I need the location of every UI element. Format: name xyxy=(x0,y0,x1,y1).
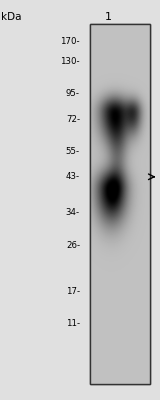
Bar xyxy=(90,24,150,384)
Bar xyxy=(90,24,150,384)
Text: 1: 1 xyxy=(105,12,112,22)
Text: kDa: kDa xyxy=(1,12,21,22)
Text: 43-: 43- xyxy=(66,172,80,181)
Text: 95-: 95- xyxy=(66,90,80,98)
Text: 11-: 11- xyxy=(66,319,80,328)
Text: 34-: 34- xyxy=(66,208,80,217)
Text: 72-: 72- xyxy=(66,116,80,124)
Text: 17-: 17- xyxy=(66,287,80,296)
Text: 55-: 55- xyxy=(66,148,80,156)
Text: 130-: 130- xyxy=(60,58,80,66)
Text: 26-: 26- xyxy=(66,242,80,250)
Text: 170-: 170- xyxy=(60,38,80,46)
